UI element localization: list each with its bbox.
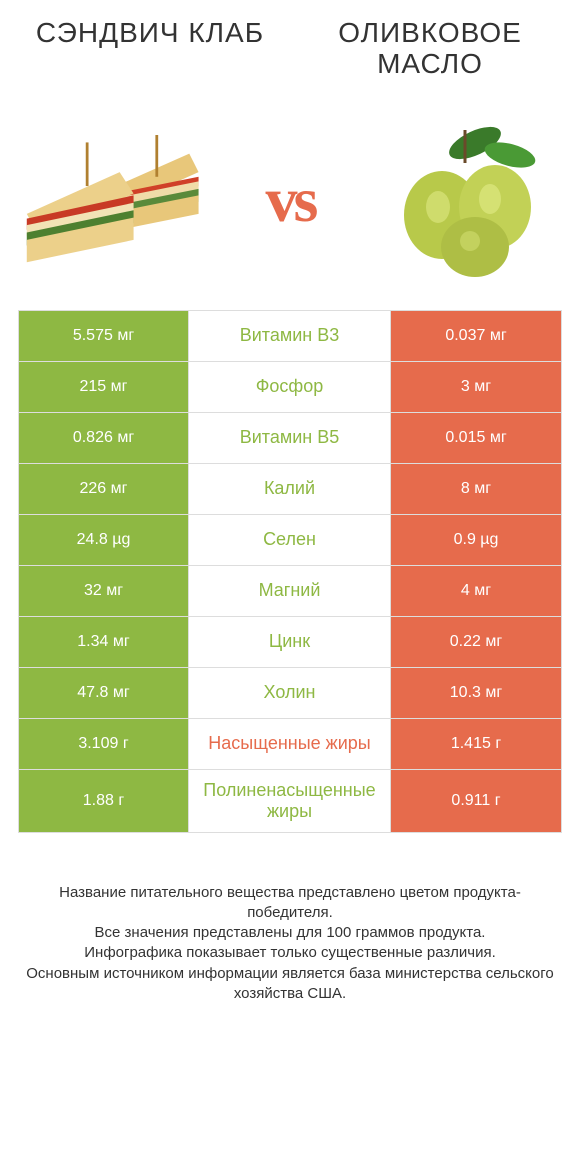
nutrient-label: Холин — [189, 668, 391, 718]
footer-line: Инфографика показывает только существенн… — [22, 943, 558, 963]
left-value: 226 мг — [19, 464, 189, 514]
nutrient-label: Полиненасыщенные жиры — [189, 770, 391, 832]
left-value: 32 мг — [19, 566, 189, 616]
left-value: 3.109 г — [19, 719, 189, 769]
right-value: 3 мг — [391, 362, 561, 412]
nutrient-label: Цинк — [189, 617, 391, 667]
right-value: 0.9 µg — [391, 515, 561, 565]
table-row: 47.8 мгХолин10.3 мг — [19, 668, 561, 719]
footer-line: Основным источником информации является … — [22, 964, 558, 1005]
vs-row: vs — [0, 90, 580, 310]
right-value: 0.22 мг — [391, 617, 561, 667]
right-value: 4 мг — [391, 566, 561, 616]
sandwich-image — [20, 125, 210, 275]
left-value: 215 мг — [19, 362, 189, 412]
table-row: 1.88 гПолиненасыщенные жиры0.911 г — [19, 770, 561, 832]
left-value: 0.826 мг — [19, 413, 189, 463]
nutrient-label: Селен — [189, 515, 391, 565]
left-value: 1.34 мг — [19, 617, 189, 667]
nutrient-label: Фосфор — [189, 362, 391, 412]
table-row: 1.34 мгЦинк0.22 мг — [19, 617, 561, 668]
nutrient-label: Калий — [189, 464, 391, 514]
right-value: 0.911 г — [391, 770, 561, 832]
right-value: 8 мг — [391, 464, 561, 514]
table-row: 24.8 µgСелен0.9 µg — [19, 515, 561, 566]
titles-row: СЭНДВИЧ КЛАБ ОЛИВКОВОЕ МАСЛО — [0, 0, 580, 90]
nutrient-label: Насыщенные жиры — [189, 719, 391, 769]
footer-notes: Название питательного вещества представл… — [22, 883, 558, 1005]
table-row: 3.109 гНасыщенные жиры1.415 г — [19, 719, 561, 770]
left-title: СЭНДВИЧ КЛАБ — [30, 18, 270, 80]
right-value: 0.015 мг — [391, 413, 561, 463]
right-value: 0.037 мг — [391, 311, 561, 361]
table-row: 32 мгМагний4 мг — [19, 566, 561, 617]
left-value: 5.575 мг — [19, 311, 189, 361]
nutrient-label: Магний — [189, 566, 391, 616]
footer-line: Все значения представлены для 100 граммо… — [22, 923, 558, 943]
footer-line: Название питательного вещества представл… — [22, 883, 558, 924]
left-value: 47.8 мг — [19, 668, 189, 718]
right-value: 1.415 г — [391, 719, 561, 769]
right-title: ОЛИВКОВОЕ МАСЛО — [310, 18, 550, 80]
table-row: 5.575 мгВитамин B30.037 мг — [19, 311, 561, 362]
table-row: 0.826 мгВитамин B50.015 мг — [19, 413, 561, 464]
table-row: 226 мгКалий8 мг — [19, 464, 561, 515]
left-value: 1.88 г — [19, 770, 189, 832]
vs-label: vs — [266, 163, 315, 237]
olives-image — [370, 125, 560, 275]
right-value: 10.3 мг — [391, 668, 561, 718]
table-row: 215 мгФосфор3 мг — [19, 362, 561, 413]
nutrient-label: Витамин B5 — [189, 413, 391, 463]
nutrient-label: Витамин B3 — [189, 311, 391, 361]
comparison-table: 5.575 мгВитамин B30.037 мг215 мгФосфор3 … — [18, 310, 562, 833]
left-value: 24.8 µg — [19, 515, 189, 565]
